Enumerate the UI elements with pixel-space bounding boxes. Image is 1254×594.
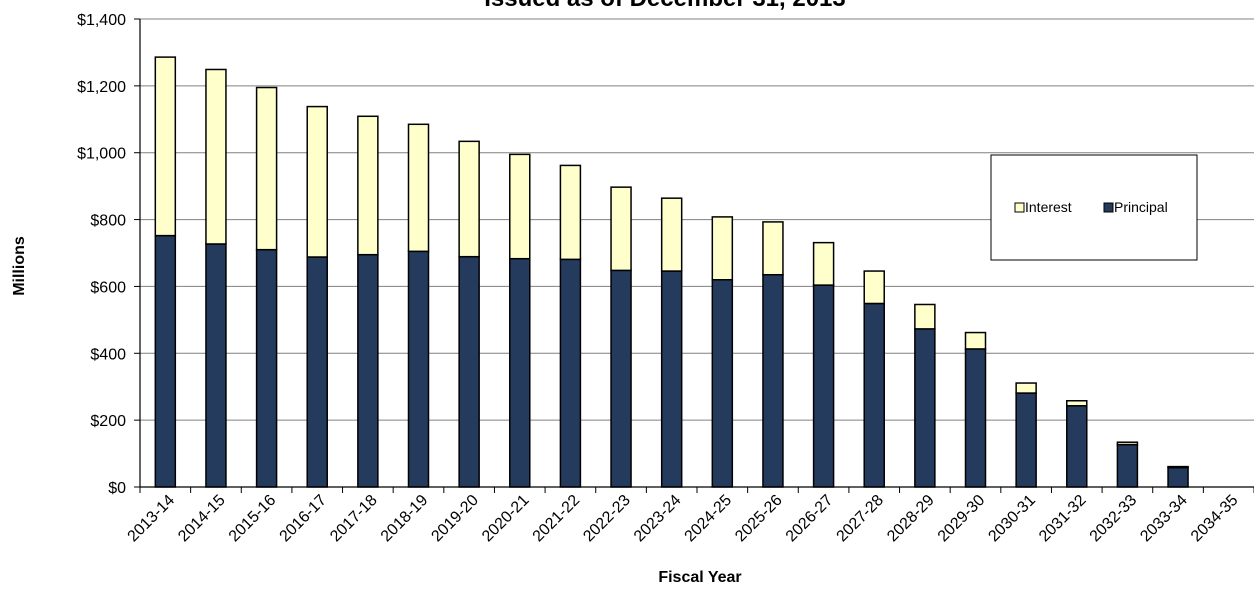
legend-label-interest: Interest — [1025, 199, 1072, 215]
bar-principal-2021-22 — [559, 258, 582, 488]
bar-interest-2016-17 — [306, 105, 328, 258]
x-tick-label: 2032-33 — [1087, 492, 1141, 546]
bar-principal-2026-27 — [812, 284, 835, 488]
bar-interest-2027-28 — [863, 270, 885, 305]
x-tick-labels: 2013-142014-152015-162016-172017-182018-… — [125, 492, 1242, 546]
legend-swatch-interest — [1014, 202, 1025, 213]
x-tick-label: 2029-30 — [935, 492, 989, 546]
bar-principal-2029-30 — [964, 348, 987, 488]
bar-principal-2030-31 — [1015, 392, 1037, 488]
bar-principal-2028-29 — [914, 328, 936, 488]
x-tick-label: 2018-19 — [378, 492, 432, 546]
y-tick-label: $1,000 — [77, 146, 126, 163]
bar-interest-2030-31 — [1015, 382, 1037, 394]
bar-principal-2033-34 — [1167, 466, 1189, 488]
x-tick-label: 2015-16 — [226, 492, 280, 546]
bar-principal-2019-20 — [458, 255, 480, 488]
bar-principal-2013-14 — [154, 234, 177, 488]
bar-principal-2018-19 — [407, 250, 430, 488]
bar-interest-2021-22 — [559, 164, 582, 261]
bar-principal-2024-25 — [711, 278, 734, 488]
x-tick-label: 2022-23 — [580, 492, 634, 546]
x-tick-label: 2027-28 — [834, 492, 888, 546]
y-tick-label: $200 — [90, 413, 126, 430]
bar-interest-2020-21 — [509, 153, 531, 260]
y-tick-label: $600 — [90, 279, 126, 296]
bar-interest-2014-15 — [205, 68, 227, 245]
bar-interest-2017-18 — [357, 115, 379, 256]
bars — [154, 56, 1189, 488]
x-tick-label: 2017-18 — [327, 492, 381, 546]
x-tick-label: 2025-26 — [732, 492, 786, 546]
bar-interest-2031-32 — [1066, 400, 1088, 407]
y-tick-label: $400 — [90, 346, 126, 363]
bar-interest-2024-25 — [711, 216, 734, 281]
chart-title: Issued as of December 31, 2013 — [484, 0, 846, 12]
x-tick-label: 2028-29 — [884, 492, 938, 546]
x-tick-label: 2016-17 — [277, 492, 331, 546]
x-tick-label: 2026-27 — [783, 492, 837, 546]
x-tick-label: 2013-14 — [125, 492, 179, 546]
y-tick-label: $1,200 — [77, 79, 126, 96]
bar-interest-2028-29 — [914, 303, 936, 330]
bar-principal-2014-15 — [205, 243, 227, 488]
bar-interest-2025-26 — [762, 221, 784, 276]
bar-interest-2022-23 — [610, 186, 632, 272]
x-tick-label: 2014-15 — [175, 492, 229, 546]
legend-swatch-principal — [1103, 202, 1114, 213]
legend-label-principal: Principal — [1114, 199, 1168, 215]
bar-principal-2017-18 — [357, 253, 379, 488]
x-tick-label: 2023-24 — [631, 492, 685, 546]
bar-interest-2032-33 — [1116, 441, 1139, 446]
bar-interest-2029-30 — [964, 331, 987, 350]
x-tick-label: 2033-34 — [1137, 492, 1191, 546]
legend-box — [990, 154, 1198, 261]
x-tick-label: 2019-20 — [428, 492, 482, 546]
y-tick-label: $1,400 — [77, 12, 126, 29]
x-tick-label: 2021-22 — [530, 492, 584, 546]
y-axis-title: Millions — [11, 236, 28, 296]
legend: Interest Principal — [990, 154, 1198, 261]
bar-principal-2023-24 — [660, 270, 683, 488]
bar-principal-2016-17 — [306, 256, 328, 488]
y-tick-labels: $0 $200 $400 $600 $800 $1,000 $1,200 $1,400 — [77, 12, 126, 497]
bar-principal-2025-26 — [762, 273, 784, 488]
x-tick-label: 2034-35 — [1188, 492, 1242, 546]
bar-principal-2031-32 — [1066, 405, 1088, 488]
x-tick-label: 2031-32 — [1036, 492, 1090, 546]
y-tick-label: $0 — [108, 480, 126, 497]
bar-interest-2013-14 — [154, 56, 177, 237]
bar-interest-2018-19 — [407, 123, 430, 253]
x-tick-label: 2020-21 — [479, 492, 533, 546]
x-tick-label: 2024-25 — [682, 492, 736, 546]
bar-interest-2026-27 — [812, 241, 835, 286]
bar-principal-2022-23 — [610, 269, 632, 488]
bar-principal-2015-16 — [255, 248, 278, 488]
bar-principal-2027-28 — [863, 302, 885, 488]
bar-principal-2020-21 — [509, 257, 531, 488]
bar-interest-2033-34 — [1167, 465, 1189, 469]
bar-interest-2023-24 — [660, 197, 683, 272]
x-axis-title: Fiscal Year — [658, 569, 741, 586]
bar-interest-2019-20 — [458, 140, 480, 258]
bar-principal-2032-33 — [1116, 443, 1139, 488]
bar-interest-2015-16 — [255, 86, 278, 251]
axes — [139, 19, 1254, 493]
y-tick-label: $800 — [90, 213, 126, 230]
x-tick-label: 2030-31 — [985, 492, 1039, 546]
